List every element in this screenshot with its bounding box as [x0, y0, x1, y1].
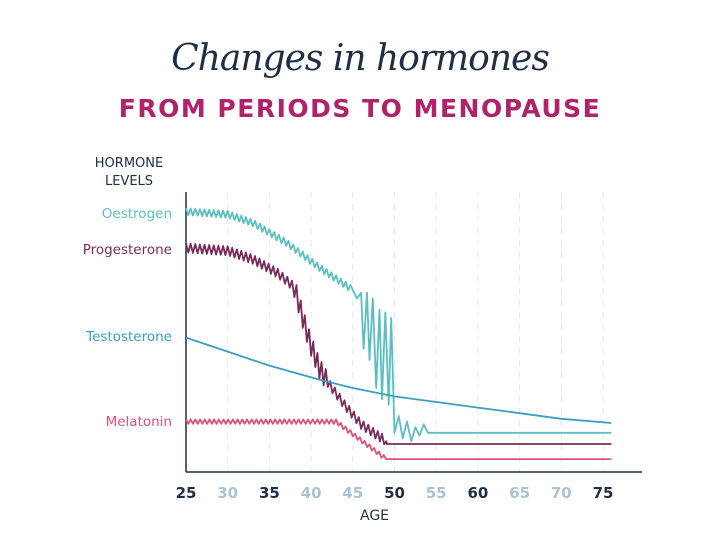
series-line-progesterone	[185, 242, 612, 446]
x-tick-label: 75	[593, 484, 614, 502]
x-tick-label: 70	[551, 484, 572, 502]
x-tick-label: 55	[426, 484, 447, 502]
series-line-testosterone	[185, 336, 612, 424]
x-tick-label: 60	[467, 484, 488, 502]
series-label-progesterone: Progesterone	[82, 242, 172, 258]
x-tick-label: 40	[301, 484, 322, 502]
x-tick-label: 50	[384, 484, 405, 502]
series-label-oestrogen: Oestrogen	[101, 206, 172, 222]
series-line-oestrogen	[185, 207, 612, 443]
x-tick-label: 25	[176, 484, 197, 502]
chart-subtitle: FROM PERIODS TO MENOPAUSE	[118, 94, 602, 123]
chart-title: Changes in hormones	[171, 38, 550, 79]
x-tick-label: 65	[509, 484, 530, 502]
y-axis-label: HORMONE LEVELS	[94, 156, 164, 189]
series-label-testosterone: Testosterone	[86, 329, 172, 345]
x-tick-label: 30	[217, 484, 238, 502]
series-label-melatonin: Melatonin	[105, 414, 172, 430]
x-axis-label: AGE	[360, 508, 390, 524]
x-tick-label: 35	[259, 484, 280, 502]
x-tick-label: 45	[342, 484, 363, 502]
series-line-melatonin	[185, 418, 612, 461]
